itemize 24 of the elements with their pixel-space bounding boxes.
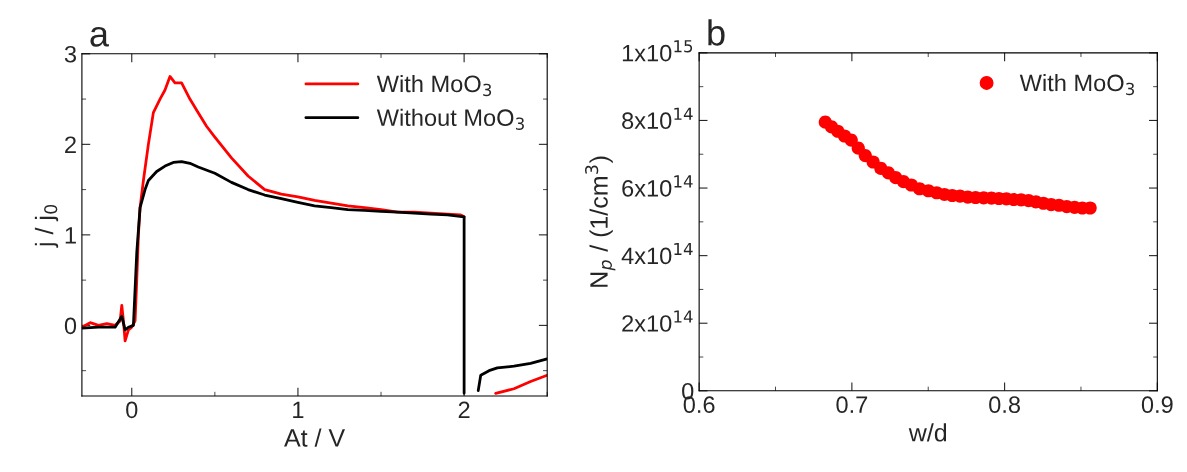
x-axis-title: w/d: [908, 423, 947, 442]
x-axis-title: At / V: [284, 428, 346, 447]
y-tick-label: 2: [65, 136, 76, 153]
x-tick-label: 1: [293, 401, 304, 418]
legend-label: With MoO$_{3}$: [376, 74, 492, 97]
y-tick-label: 4x10$^{14}$: [621, 242, 693, 265]
y-tick-label: 1x10$^{15}$: [622, 40, 693, 62]
chart-title: a: [90, 26, 109, 47]
y-tick-label: 3: [64, 45, 77, 63]
legend-label: With MoO$_{3}$: [1019, 73, 1135, 96]
y-axis-title: j / j$_{0}$: [34, 204, 59, 248]
x-tick-label: 0.7: [836, 396, 868, 414]
legend-label: Without MoO$_{3}$: [376, 108, 524, 130]
y-tick-label: 2x10$^{14}$: [622, 310, 693, 332]
x-tick-label: 0: [126, 401, 138, 419]
x-tick-label: 0.8: [989, 396, 1020, 414]
y-axis-title: N$_{p}$ / (1/cm$^{3}$): [585, 156, 616, 287]
chart-title: b: [708, 19, 725, 46]
y-tick-label: 6x10$^{14}$: [622, 175, 693, 197]
y-tick-label: 0: [64, 317, 77, 335]
y-tick-label: 1: [65, 227, 76, 244]
x-tick-label: 0.9: [1141, 396, 1173, 414]
y-tick-label: 8x10$^{14}$: [622, 107, 693, 130]
x-tick-label: 2: [458, 401, 470, 418]
